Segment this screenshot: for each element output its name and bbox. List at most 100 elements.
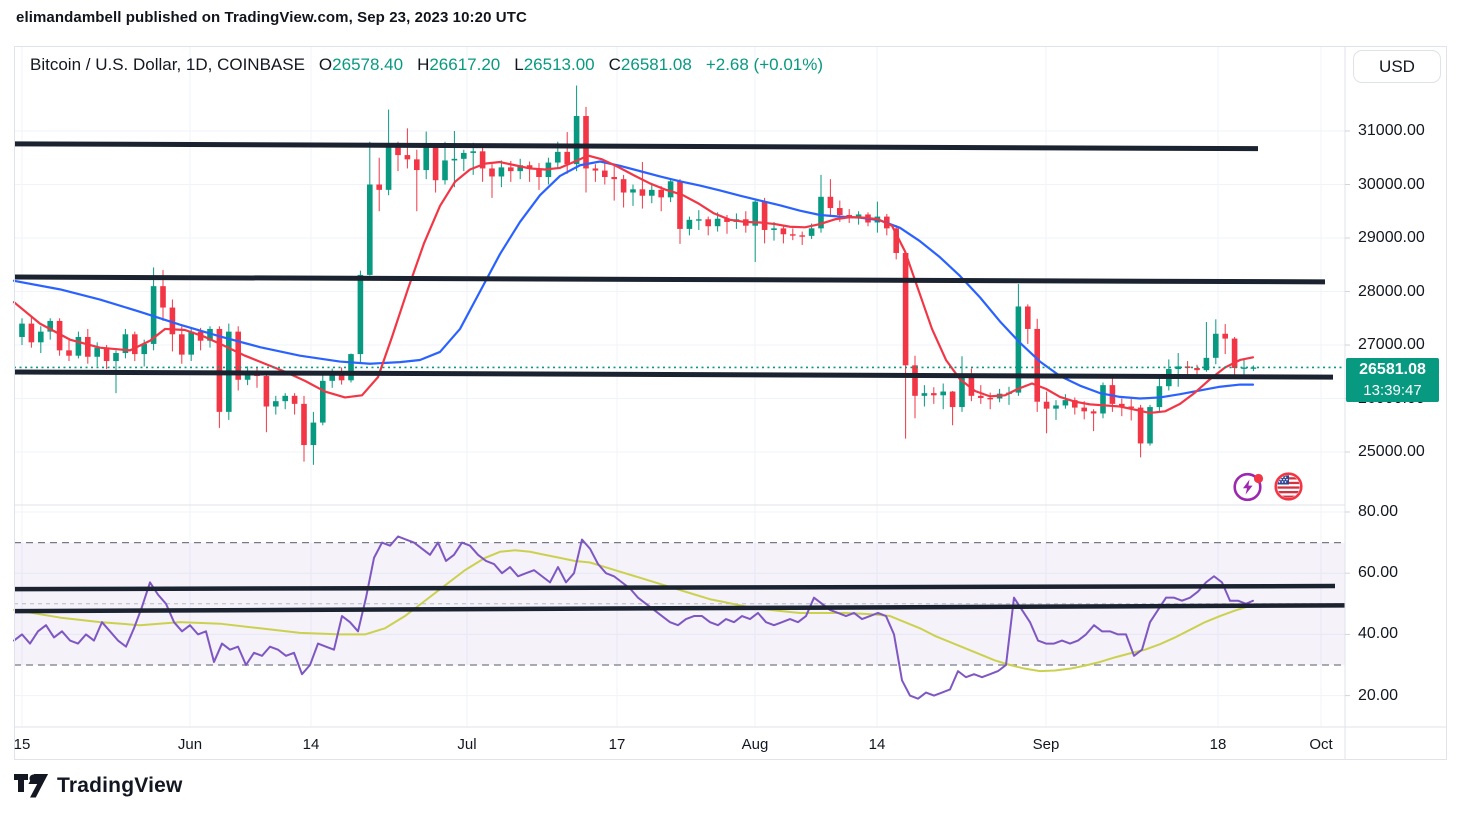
- candle-body: [1128, 406, 1134, 408]
- candle-body: [564, 151, 570, 165]
- candle-body: [1213, 333, 1219, 358]
- candle-body: [677, 181, 683, 229]
- candle-body: [526, 165, 533, 169]
- candle-body: [1175, 366, 1181, 370]
- candle-body: [1081, 407, 1087, 412]
- candle-body: [376, 184, 382, 190]
- candle-body: [1015, 306, 1022, 393]
- candle-body: [818, 196, 824, 229]
- candle-body: [921, 393, 928, 396]
- candle-body: [555, 151, 561, 163]
- candle-body: [1062, 400, 1069, 406]
- candle-body: [667, 181, 674, 198]
- candle-body: [160, 286, 166, 308]
- ohlc-low: L26513.00: [514, 55, 595, 74]
- price-axis-label: 27000.00: [1358, 336, 1425, 353]
- trendline: [13, 369, 1334, 380]
- tradingview-logo-text: TradingView: [57, 774, 183, 797]
- time-scale[interactable]: [14, 727, 1345, 760]
- candle-body: [442, 160, 448, 181]
- candle-body: [28, 323, 35, 343]
- rsi-axis-label: 40.00: [1358, 625, 1399, 643]
- candle-body: [47, 320, 53, 332]
- candle-body: [912, 365, 918, 396]
- candle-body: [724, 218, 730, 222]
- candle-body: [752, 201, 758, 226]
- trendline: [13, 274, 1326, 285]
- candle-body: [1119, 403, 1125, 407]
- candle-body: [207, 328, 213, 341]
- symbol-legend: Bitcoin / U.S. Dollar, 1D, COINBASE O265…: [30, 55, 823, 75]
- candle-body: [432, 147, 439, 181]
- candle-body: [987, 397, 993, 400]
- candle-body: [649, 189, 655, 196]
- ohlc-close: C26581.08: [608, 55, 692, 74]
- candle-body: [357, 274, 364, 355]
- candle-body: [771, 228, 777, 230]
- candle-body: [536, 168, 542, 178]
- candle-body: [949, 391, 956, 408]
- candle-body: [310, 422, 317, 446]
- candle-body: [959, 375, 965, 408]
- candle-body: [320, 380, 326, 423]
- candle-body: [38, 331, 44, 343]
- time-axis-label: 14: [868, 736, 886, 753]
- ma-fast-line: [12, 154, 1255, 415]
- last-price-value: 26581.08: [1359, 361, 1426, 378]
- candle-body: [931, 393, 937, 396]
- ohlc-open: O26578.40: [318, 55, 404, 74]
- tradingview-logo[interactable]: TradingView: [14, 774, 183, 798]
- flash-event-icon[interactable]: [1232, 470, 1265, 503]
- candle-body: [141, 343, 147, 355]
- candle-body: [592, 168, 599, 171]
- candle-body: [1043, 401, 1050, 409]
- candle-body: [827, 196, 834, 209]
- candle-body: [1194, 368, 1200, 371]
- candle-body: [611, 177, 617, 180]
- candle-body: [799, 235, 805, 237]
- candle-body: [423, 147, 429, 171]
- candle-body: [395, 147, 401, 156]
- candle-body: [75, 336, 82, 356]
- candle-body: [630, 189, 636, 193]
- time-axis-label: Jul: [457, 736, 477, 753]
- candle-body: [1025, 306, 1031, 329]
- currency-toggle-button[interactable]: USD: [1353, 50, 1441, 83]
- candle-body: [470, 151, 476, 153]
- candle-body: [66, 350, 72, 356]
- candle-body: [902, 252, 909, 366]
- candle-body: [291, 395, 298, 404]
- candle-body: [56, 320, 63, 351]
- candle-body: [301, 403, 307, 446]
- candle-body: [893, 228, 899, 253]
- candle-body: [414, 159, 420, 171]
- candle-body: [498, 167, 505, 177]
- time-axis-label: Oct: [1309, 736, 1333, 753]
- candle-body: [1241, 367, 1247, 369]
- candle-body: [705, 219, 711, 227]
- price-axis-label: 31000.00: [1358, 122, 1425, 139]
- rsi-axis-label: 60.00: [1358, 564, 1399, 582]
- candle-body: [150, 286, 157, 344]
- us-flag-event-icon[interactable]: [1272, 470, 1305, 503]
- ohlc-high: H26617.20: [417, 55, 501, 74]
- candle-body: [103, 347, 110, 362]
- candle-body: [1231, 338, 1238, 369]
- candle-body: [367, 184, 373, 275]
- candle-body: [1184, 366, 1191, 369]
- symbol-title[interactable]: Bitcoin / U.S. Dollar, 1D, COINBASE: [30, 55, 305, 74]
- rsi-axis-label: 20.00: [1358, 686, 1399, 704]
- candle-body: [808, 228, 815, 236]
- candle-body: [1053, 405, 1059, 409]
- candle-body: [94, 347, 100, 357]
- candle-body: [1034, 328, 1040, 402]
- candle-body: [855, 214, 862, 217]
- change-value: +2.68 (+0.01%): [705, 55, 824, 74]
- last-price-badge: 26581.08 13:39:47: [1346, 358, 1439, 402]
- candle-body: [235, 331, 241, 380]
- candle-body: [714, 218, 721, 227]
- candle-body: [179, 334, 185, 355]
- candle-body: [1203, 357, 1210, 371]
- candle-body: [1072, 400, 1078, 408]
